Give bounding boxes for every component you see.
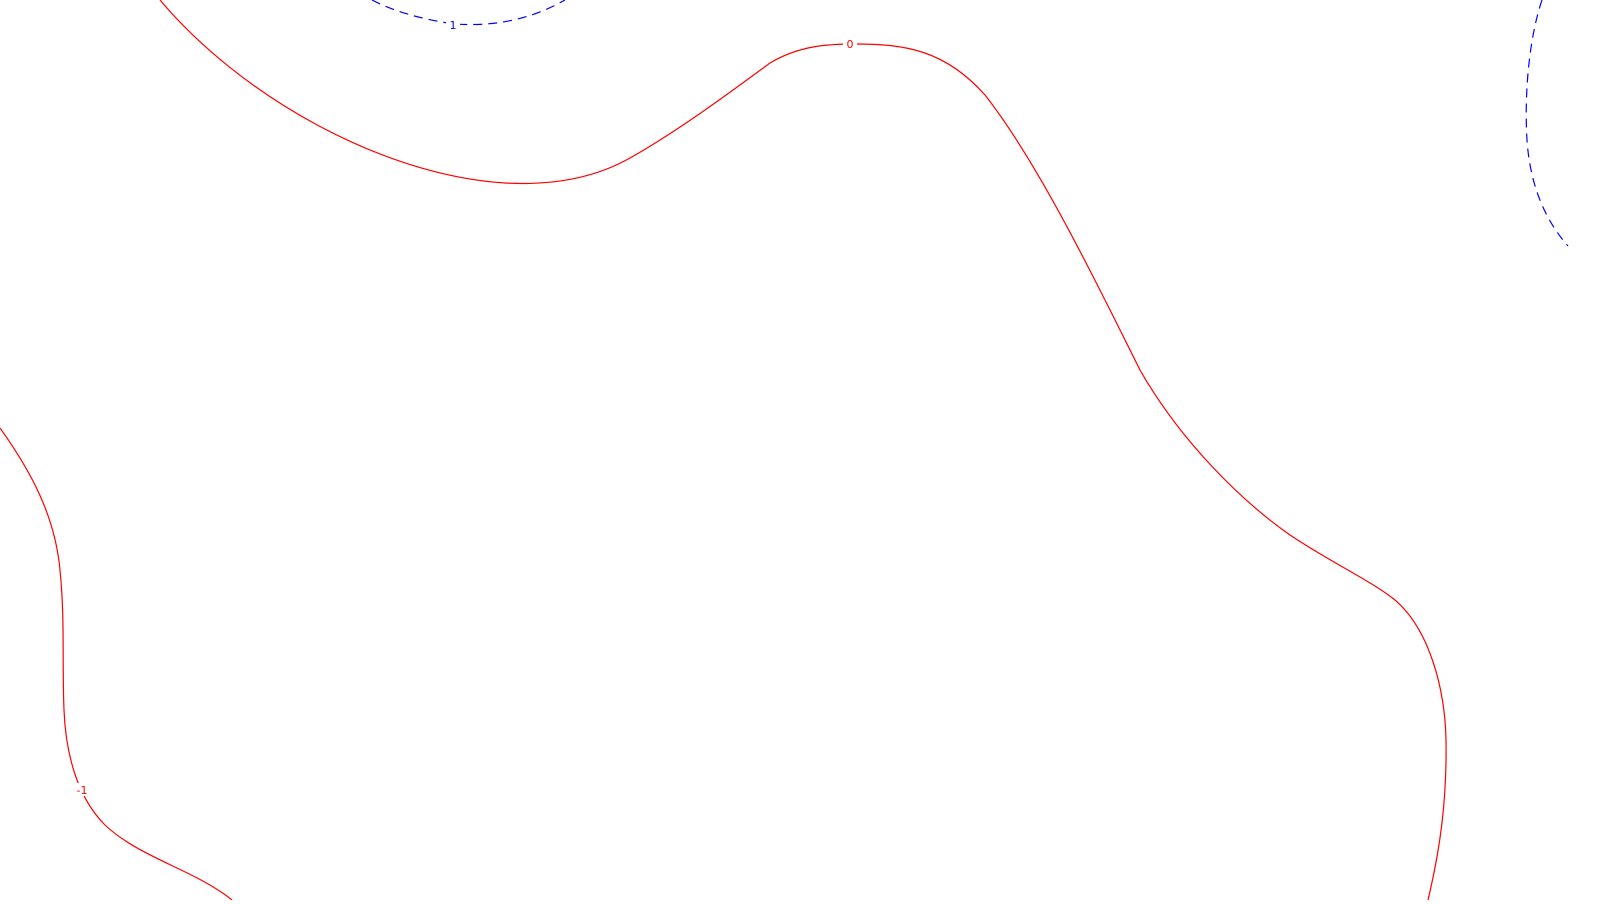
contour-line-zero [159, 0, 1447, 901]
contour-line-neg-one [0, 427, 233, 901]
contour-label-neg-one: -1 [77, 784, 88, 797]
contour-line-pos-one-right [1525, 0, 1569, 247]
contour-line-pos-one-top [371, 0, 566, 26]
contour-label-zero: 0 [847, 38, 854, 51]
label-bg-pos-one [446, 18, 460, 31]
label-bg-zero [843, 37, 857, 50]
label-bg-neg-one [73, 783, 91, 796]
contour-label-pos-one: 1 [450, 19, 457, 32]
